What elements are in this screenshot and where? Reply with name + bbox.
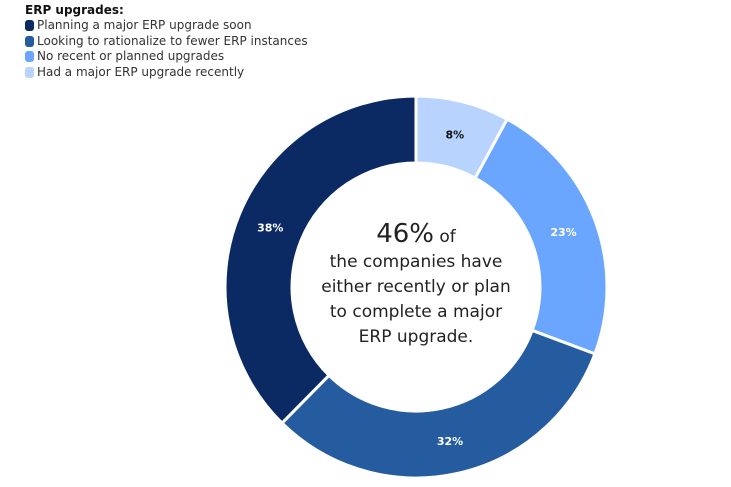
legend-label: Had a major ERP upgrade recently	[37, 64, 245, 79]
legend-label: Planning a major ERP upgrade soon	[37, 18, 252, 32]
legend-item[interactable]: Had a major ERP upgrade recently	[25, 65, 308, 81]
slice-value-label: 23%	[550, 226, 576, 239]
center-big-number: 46%	[376, 219, 434, 249]
legend-item[interactable]: Looking to rationalize to fewer ERP inst…	[25, 34, 308, 50]
center-line: ERP upgrade.	[358, 327, 474, 347]
center-line: to complete a major	[329, 302, 503, 322]
legend-label: Looking to rationalize to fewer ERP inst…	[37, 33, 308, 48]
center-of: of	[434, 227, 456, 247]
legend-swatch	[25, 20, 34, 32]
donut-slice[interactable]	[223, 94, 418, 425]
legend-item[interactable]: No recent or planned upgrades	[25, 49, 308, 65]
legend-item[interactable]: Planning a major ERP upgrade soon	[25, 18, 308, 34]
legend: ERP upgrades: Planning a major ERP upgra…	[25, 3, 308, 80]
legend-label: No recent or planned upgrades	[37, 49, 225, 63]
donut-slice[interactable]	[280, 328, 597, 480]
center-line: the companies have	[329, 252, 503, 272]
slice-value-label: 32%	[437, 435, 463, 448]
slice-value-label: 8%	[445, 128, 464, 141]
center-annotation: 46% of the companies have either recentl…	[300, 219, 532, 350]
legend-title: ERP upgrades:	[25, 3, 124, 17]
legend-swatch	[25, 66, 34, 78]
center-line: either recently or plan	[321, 277, 511, 297]
legend-swatch	[25, 51, 34, 63]
legend-swatch	[25, 35, 34, 47]
slice-value-label: 38%	[257, 221, 283, 234]
